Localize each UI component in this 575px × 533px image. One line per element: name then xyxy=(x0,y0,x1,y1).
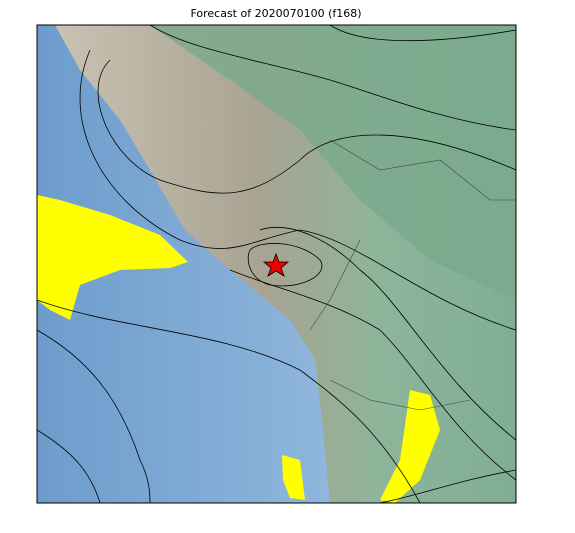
borders xyxy=(309,139,516,411)
title: Forecast of 2020070100 (f168) xyxy=(190,7,361,20)
wind-fill xyxy=(37,195,440,503)
star-marker xyxy=(262,252,290,277)
map-area xyxy=(37,25,516,503)
map-frame xyxy=(36,24,517,504)
isobars xyxy=(37,25,516,503)
lowland xyxy=(150,25,516,300)
